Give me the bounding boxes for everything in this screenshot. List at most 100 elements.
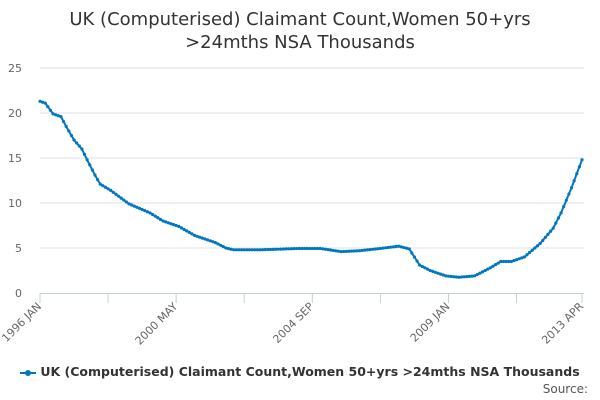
data-point (439, 272, 443, 276)
data-point (226, 247, 231, 251)
data-point (329, 248, 333, 252)
data-point (250, 248, 254, 252)
data-point (156, 216, 160, 220)
data-point (554, 221, 558, 225)
data-point (520, 256, 524, 260)
x-tick-label: 2000 MAY (133, 300, 181, 348)
data-point (130, 203, 134, 207)
data-point (501, 259, 506, 264)
data-point (208, 239, 212, 243)
data-point (93, 173, 97, 177)
data-point (38, 99, 42, 103)
data-point (119, 196, 123, 200)
data-point (533, 246, 537, 250)
data-point (331, 248, 335, 253)
data-point (551, 226, 555, 230)
data-point (140, 207, 144, 212)
data-point (548, 229, 553, 233)
data-point (376, 247, 380, 251)
y-tick-label: 10 (8, 197, 22, 210)
data-point (302, 246, 307, 251)
data-point (402, 245, 406, 250)
data-point (572, 179, 576, 183)
data-point (567, 192, 571, 196)
data-point (106, 187, 110, 191)
legend-item[interactable]: UK (Computerised) Claimant Count,Women 5… (0, 364, 600, 379)
data-point (425, 267, 430, 271)
data-point (237, 248, 241, 252)
data-point (43, 101, 47, 105)
data-point (300, 246, 304, 251)
data-point (512, 259, 516, 263)
data-point (436, 271, 440, 275)
data-point (109, 188, 113, 192)
data-point (200, 236, 204, 240)
data-point (541, 238, 545, 243)
data-point (423, 266, 427, 270)
data-point (101, 184, 105, 188)
data-point (132, 204, 136, 208)
data-point (145, 210, 149, 214)
data-point (577, 165, 581, 169)
y-tick-label: 25 (8, 62, 22, 75)
data-point (530, 248, 534, 252)
data-point (323, 247, 328, 251)
data-point (169, 222, 173, 226)
y-tick-label: 20 (8, 107, 22, 120)
data-point (407, 247, 411, 251)
data-point (355, 249, 359, 253)
data-point (580, 158, 584, 162)
data-point (179, 226, 183, 230)
data-point (470, 274, 474, 278)
data-point (344, 249, 348, 253)
data-point (103, 185, 108, 189)
data-point (211, 240, 215, 244)
data-point (431, 269, 435, 273)
data-point (287, 247, 291, 251)
data-point (347, 249, 351, 253)
data-point (538, 241, 542, 246)
data-point (373, 247, 377, 251)
data-point (150, 212, 155, 217)
data-point (315, 246, 320, 251)
data-point (127, 202, 131, 206)
data-point (219, 243, 223, 247)
x-tick-label: 2004 SEP (270, 300, 316, 346)
data-point (111, 190, 115, 194)
data-point (546, 232, 550, 236)
data-point (177, 224, 181, 228)
data-point (268, 247, 273, 252)
data-point (483, 268, 487, 273)
data-point (276, 247, 280, 251)
data-point (75, 141, 79, 145)
data-point (190, 232, 194, 236)
data-point (240, 248, 244, 252)
data-point (478, 271, 482, 275)
data-point (195, 234, 199, 238)
data-point (255, 248, 259, 252)
data-point (182, 227, 186, 231)
data-point (496, 261, 500, 265)
data-point (69, 133, 74, 138)
data-point (234, 248, 238, 252)
data-point (410, 251, 414, 255)
data-point (308, 246, 312, 251)
data-point (198, 235, 202, 239)
data-point (556, 216, 561, 220)
data-point (509, 259, 513, 264)
data-point (459, 275, 464, 279)
data-point (305, 246, 309, 251)
data-point (46, 105, 50, 109)
data-point (88, 163, 92, 167)
data-point (224, 246, 228, 250)
data-point (258, 248, 262, 252)
data-point (274, 247, 278, 251)
data-point (96, 178, 100, 182)
data-point (51, 112, 55, 116)
data-point (391, 245, 396, 249)
data-point (158, 217, 163, 221)
data-point (360, 248, 364, 253)
data-point (339, 250, 343, 254)
data-point (48, 108, 53, 112)
data-point (64, 124, 68, 129)
